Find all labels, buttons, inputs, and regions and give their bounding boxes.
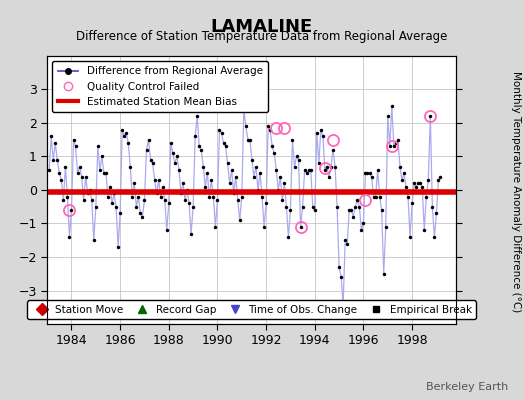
Text: LAMALINE: LAMALINE xyxy=(211,18,313,36)
Text: Berkeley Earth: Berkeley Earth xyxy=(426,382,508,392)
Text: Monthly Temperature Anomaly Difference (°C): Monthly Temperature Anomaly Difference (… xyxy=(511,71,521,313)
Text: Difference of Station Temperature Data from Regional Average: Difference of Station Temperature Data f… xyxy=(77,30,447,43)
Legend: Station Move, Record Gap, Time of Obs. Change, Empirical Break: Station Move, Record Gap, Time of Obs. C… xyxy=(27,300,476,319)
